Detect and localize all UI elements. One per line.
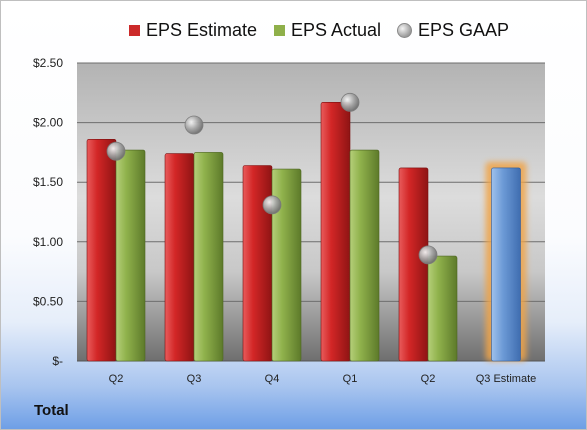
bar-eps-actual: [193, 152, 224, 362]
legend-swatch-eps-estimate: [129, 24, 140, 36]
legend-swatch-eps-actual: [274, 24, 285, 36]
x-tick-label: Q2: [421, 373, 436, 385]
marker-eps-gaap: [418, 245, 438, 265]
y-tick-label: $0.50: [33, 294, 63, 308]
y-tick-label: $-: [52, 354, 63, 368]
bar-eps-actual: [271, 168, 302, 362]
legend-label-eps-actual: EPS Actual: [291, 19, 382, 40]
bar-eps-actual: [427, 255, 458, 362]
marker-eps-gaap: [340, 92, 360, 112]
x-tick-label: Q1: [343, 373, 358, 385]
legend-item-eps-gaap: EPS GAAP: [397, 17, 509, 43]
marker-eps-gaap: [184, 115, 204, 135]
marker-eps-gaap: [106, 141, 126, 161]
bar-q3-estimate: [491, 167, 521, 362]
x-tick-label: Q4: [265, 373, 280, 385]
bar-eps-estimate: [164, 153, 195, 362]
y-tick-label: $2.00: [33, 116, 63, 130]
legend: EPS Estimate EPS Actual EPS GAAP: [1, 17, 586, 43]
y-tick-label: $2.50: [33, 56, 63, 70]
bar-eps-estimate: [86, 138, 117, 362]
bar-eps-estimate: [320, 102, 351, 362]
legend-label-eps-estimate: EPS Estimate: [146, 19, 258, 40]
legend-label-eps-gaap: EPS GAAP: [418, 19, 510, 40]
x-tick-label: Q2: [109, 373, 124, 385]
plot-area: [77, 63, 545, 361]
legend-item-eps-actual: EPS Actual: [274, 17, 381, 43]
bar-eps-actual: [349, 149, 380, 362]
marker-eps-gaap: [262, 195, 282, 215]
x-tick-label: Q3 Estimate: [476, 373, 537, 385]
bar-eps-estimate: [398, 167, 429, 362]
y-tick-label: $1.00: [33, 235, 63, 249]
x-tick-label: Q3: [187, 373, 202, 385]
y-tick-label: $1.50: [33, 175, 63, 189]
footer-total-label: Total: [34, 402, 69, 419]
legend-marker-eps-gaap: [397, 22, 412, 38]
bar-eps-actual: [115, 149, 146, 362]
legend-item-eps-estimate: EPS Estimate: [129, 17, 257, 43]
bar-eps-estimate: [242, 165, 273, 362]
